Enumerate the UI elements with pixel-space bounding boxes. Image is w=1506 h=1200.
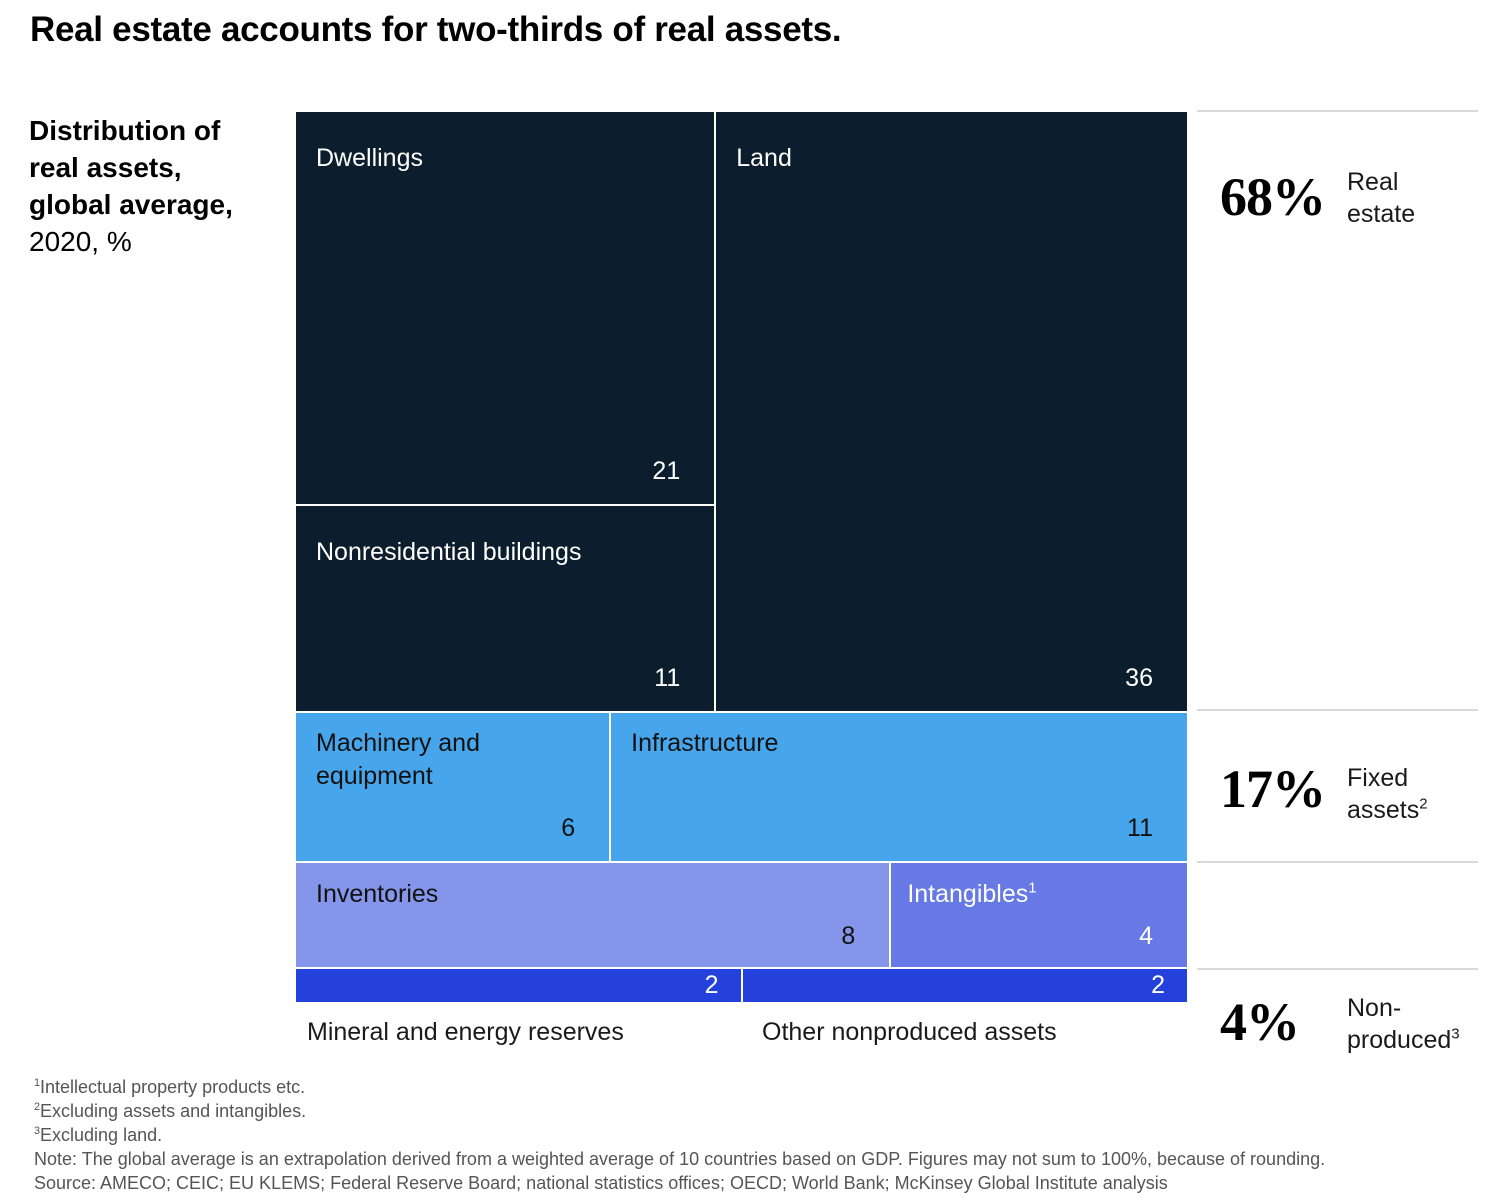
footnote-text: Excluding land. [40,1125,163,1145]
cell-infrastructure: Infrastructure 11 [610,711,1188,862]
cell-intangibles: Intangibles1 4 [890,861,1188,968]
summary-pct-nonproduced: 4% [1220,992,1300,1052]
summary-label-line: produced3 [1347,1024,1460,1056]
summary-label-line: Fixed [1347,764,1409,792]
footnote-marker: 3 [1451,1025,1460,1043]
cell-inventories: Inventories 8 [295,861,891,968]
summary-label-line: assets2 [1347,794,1428,826]
chart-title: Real estate accounts for two-thirds of r… [30,10,842,49]
subtitle-line: real assets, [29,152,182,183]
separator-line [1197,110,1478,112]
footnote-marker: 2 [34,1101,41,1113]
cell-value: 11 [654,663,681,692]
separator-line [1197,968,1478,970]
cell-dwellings: Dwellings 21 [295,111,716,506]
footnote-marker: 3 [34,1125,41,1137]
summary-label-line: Real [1347,168,1399,196]
summary-label-text: produced [1347,1026,1452,1054]
summary-label-line: Non- [1347,994,1402,1022]
cell-value: 21 [652,457,681,486]
note: Note: The global average is an extrapola… [34,1147,1325,1171]
separator-line [1197,709,1478,711]
footnote-marker: 2 [1419,795,1428,813]
source: Source: AMECO; CEIC; EU KLEMS; Federal R… [34,1171,1325,1195]
cell-label: Land [736,144,792,172]
label-mineral-and-energy-reserves: Mineral and energy reserves [307,1018,624,1046]
cell-machinery-and-equipment: Machinery and equipment 6 [295,711,611,862]
summary-pct-fixed-assets: 17% [1220,759,1326,819]
cell-label: Inventories [316,879,439,908]
cell-value: 11 [1127,813,1153,842]
summary-label-text: assets [1347,796,1420,824]
summary-label-real-estate: Real estate [1347,166,1415,230]
cell-mineral-and-energy-reserves: 2 [295,967,742,1003]
note-text: Note: The global average is an extrapola… [34,1149,1326,1169]
summary-label-nonproduced: Non- produced3 [1347,992,1460,1056]
label-other-nonproduced-assets: Other nonproduced assets [762,1018,1057,1046]
cell-label: Infrastructure [631,728,779,757]
footnote-1: 1Intellectual property products etc. [34,1075,1325,1099]
cell-other-nonproduced-assets: 2 [741,967,1188,1003]
cell-label: Nonresidential buildings [316,538,582,567]
cell-value: 2 [1151,970,1165,999]
source-text: Source: AMECO; CEIC; EU KLEMS; Federal R… [34,1173,1168,1193]
footnote-text: Intellectual property products etc. [40,1077,306,1097]
summary-label-fixed-assets: Fixed assets2 [1347,762,1428,826]
separator-line [1197,861,1478,863]
cell-land: Land 36 [715,111,1188,712]
cell-label-text: Intangibles [907,879,1029,908]
subtitle-line: global average, [29,189,233,220]
footnotes: 1Intellectual property products etc. 2Ex… [34,1075,1325,1195]
cell-value: 4 [1139,921,1153,950]
summary-label-line: estate [1347,200,1416,228]
cell-value: 8 [841,921,856,950]
summary-pct-real-estate: 68% [1220,167,1326,227]
cell-label: Intangibles1 [907,878,1036,911]
footnote-2: 2Excluding assets and intangibles. [34,1099,1325,1123]
cell-value: 36 [1125,663,1153,692]
footnote-marker: 1 [34,1077,41,1089]
cell-label: Machinery and equipment [316,728,480,790]
footnote-marker: 1 [1028,879,1037,897]
cell-value: 6 [561,813,576,842]
cell-label: Dwellings [316,144,423,172]
chart-subtitle: Distribution of real assets, global aver… [29,112,289,260]
footnote-3: 3Excluding land. [34,1123,1325,1147]
subtitle-line: Distribution of [29,115,221,146]
subtitle-unit: 2020, % [29,226,132,257]
cell-value: 2 [704,970,719,999]
cell-nonresidential-buildings: Nonresidential buildings 11 [295,505,716,712]
footnote-text: Excluding assets and intangibles. [40,1101,307,1121]
